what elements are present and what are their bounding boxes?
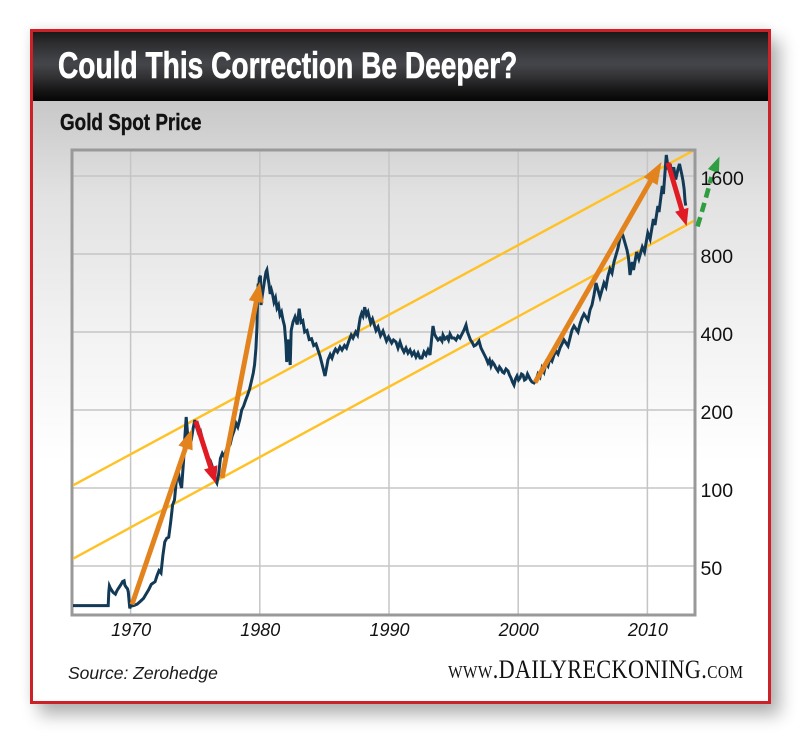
svg-text:1990: 1990 (369, 620, 409, 640)
svg-text:800: 800 (701, 246, 734, 268)
svg-text:1970: 1970 (111, 620, 151, 640)
svg-text:1600: 1600 (701, 168, 745, 190)
svg-text:50: 50 (701, 558, 723, 580)
svg-text:1980: 1980 (240, 620, 280, 640)
svg-text:2000: 2000 (498, 620, 539, 640)
svg-text:200: 200 (701, 402, 734, 424)
svg-text:400: 400 (701, 324, 734, 346)
svg-text:2010: 2010 (627, 620, 668, 640)
svg-text:100: 100 (701, 480, 734, 502)
